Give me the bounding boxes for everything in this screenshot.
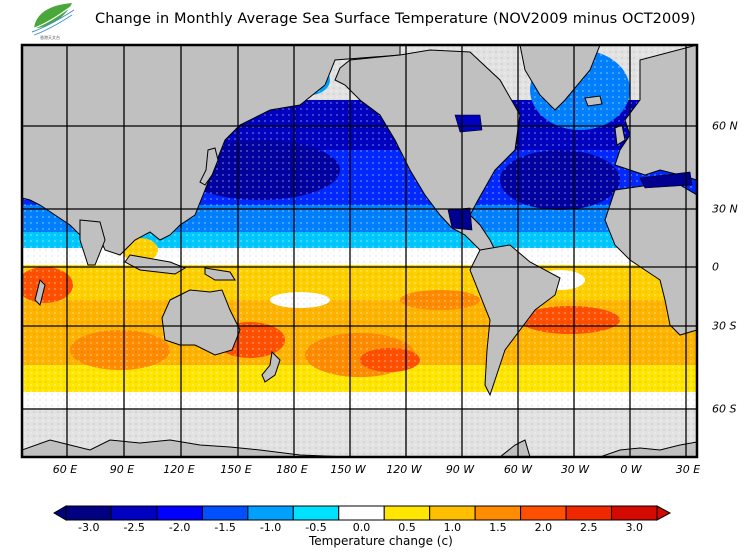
colorbar-tick-label: 1.5 (489, 521, 507, 534)
land-antarctica-east (599, 441, 697, 457)
colorbar-tick-label: -2.5 (123, 521, 145, 534)
colorbar-cell (429, 505, 476, 521)
lon-label: 150 W (330, 463, 366, 476)
lat-label: 30 S (712, 319, 737, 333)
lat-label: 0 (712, 260, 719, 274)
land-new-guinea (204, 267, 236, 281)
colorbar-tick-label: 0.0 (352, 521, 371, 534)
colorbar-cell (247, 505, 294, 521)
land-greenland (519, 45, 601, 111)
lon-label: 60 E (52, 463, 78, 476)
chart-title: Change in Monthly Average Sea Surface Te… (95, 11, 696, 27)
colorbar-cell (156, 505, 203, 521)
land-iceland (584, 95, 603, 107)
lat-label: 30 N (712, 202, 738, 216)
colorbar-tick-label: 1.0 (443, 521, 462, 534)
colorbar-tick-label: -1.5 (214, 521, 236, 534)
lon-label: 180 E (276, 463, 308, 476)
colorbar-cell (201, 505, 249, 521)
colorbar-tick-label: -1.0 (259, 521, 282, 534)
colorbar-cell (520, 505, 567, 521)
lon-label: 90 E (109, 463, 135, 476)
colorbar-cell (338, 505, 385, 521)
lon-label: 60 W (503, 463, 533, 476)
colorbar-cell (110, 505, 158, 521)
svg-text:香港天文台: 香港天文台 (40, 34, 60, 40)
colorbar-cell (65, 505, 112, 521)
colorbar-tick-label: 2.0 (534, 521, 553, 534)
lat-label: 60 N (712, 119, 738, 133)
land-indonesia (124, 254, 187, 275)
land-new-zealand (261, 350, 281, 383)
colorbar-cell (383, 505, 431, 521)
land-africa (604, 184, 697, 336)
lon-label: 120 W (386, 463, 422, 476)
colorbar-tick-label: -3.0 (77, 521, 100, 534)
colorbar-cell (565, 505, 613, 521)
colorbar-cell (611, 505, 658, 521)
lon-label: 0 W (620, 463, 642, 476)
map-frame (20, 43, 699, 459)
lon-label: 90 W (445, 463, 475, 476)
colorbar-tick-label: -0.5 (305, 521, 327, 534)
colorbar-tick-label: -2.0 (168, 521, 191, 534)
lon-label: 30 W (560, 463, 590, 476)
mediterranean (639, 171, 693, 189)
leaf-logo-icon: 香港天文台 (31, 3, 75, 40)
colorbar-under-arrow (53, 505, 67, 521)
land-madagascar (34, 279, 46, 306)
colorbar-tick-label: 3.0 (625, 521, 644, 534)
land-india (79, 219, 106, 266)
lon-label: 30 E (675, 463, 701, 476)
land-south-america (469, 244, 561, 397)
colorbar-over-arrow (656, 505, 672, 521)
land-antarctica (22, 439, 351, 457)
colorbar-cell (292, 505, 340, 521)
land-japan (199, 147, 219, 186)
colorbar-cell (474, 505, 522, 521)
colorbar-label: Temperature change (c) (309, 534, 453, 548)
colorbar-tick-label: 0.5 (398, 521, 416, 534)
lat-label: 60 S (712, 402, 737, 416)
graticule (22, 45, 697, 457)
lon-label: 150 E (220, 463, 252, 476)
lon-label: 120 E (163, 463, 195, 476)
colorbar-tick-label: 2.5 (580, 521, 598, 534)
land-antarctica-west (499, 439, 531, 457)
